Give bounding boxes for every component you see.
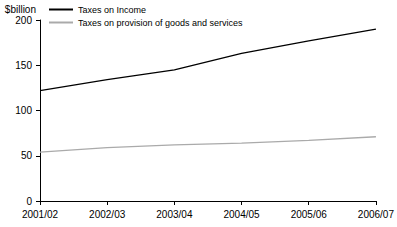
svg-text:2004/05: 2004/05 — [223, 209, 260, 220]
svg-text:Taxes on provision of goods an: Taxes on provision of goods and services — [78, 18, 243, 28]
svg-text:150: 150 — [15, 60, 32, 71]
svg-text:$billion: $billion — [5, 4, 36, 15]
svg-text:0: 0 — [26, 196, 32, 207]
svg-text:50: 50 — [21, 150, 33, 161]
svg-text:2006/07: 2006/07 — [358, 209, 395, 220]
svg-text:2002/03: 2002/03 — [89, 209, 126, 220]
svg-text:2001/02: 2001/02 — [22, 209, 59, 220]
svg-text:2003/04: 2003/04 — [156, 209, 193, 220]
svg-text:200: 200 — [15, 15, 32, 26]
svg-text:Taxes on Income: Taxes on Income — [78, 5, 146, 15]
svg-text:100: 100 — [15, 105, 32, 116]
svg-text:2005/06: 2005/06 — [291, 209, 328, 220]
